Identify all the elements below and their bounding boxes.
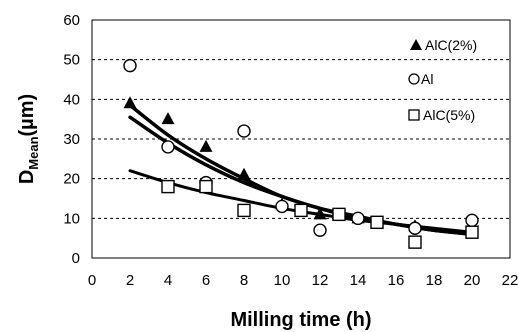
legend-label-al: Al: [421, 71, 433, 87]
data-point-s0-5: [313, 207, 327, 220]
legend: AlC(2%) Al AlC(5%): [408, 37, 477, 123]
x-tick-label-6: 12: [312, 272, 329, 289]
x-tick-label-5: 10: [274, 272, 291, 289]
legend-label-alc2: AlC(2%): [425, 37, 477, 53]
x-tick-label-3: 6: [202, 272, 210, 289]
data-point-s2-0: [161, 179, 175, 194]
data-points: [123, 58, 479, 249]
y-tick-label-1: 10: [63, 210, 80, 227]
data-point-s1-7: [408, 221, 422, 235]
x-tick-label-0: 0: [88, 272, 96, 289]
data-point-s0-0: [123, 96, 137, 109]
data-point-s0-1: [161, 112, 175, 125]
x-tick-label-2: 4: [164, 272, 172, 289]
data-point-s2-2: [237, 203, 251, 218]
x-axis-title: Milling time (h): [230, 309, 371, 331]
data-point-s2-3: [294, 203, 308, 218]
data-point-s2-4: [332, 207, 346, 222]
y-tick-labels: 0 10 20 30 40 50 60: [63, 12, 80, 267]
data-point-s1-5: [313, 223, 327, 237]
data-point-s0-2: [199, 139, 213, 152]
data-point-s1-8: [465, 213, 479, 228]
data-point-s2-1: [199, 179, 213, 194]
x-tick-label-9: 18: [426, 272, 443, 289]
x-tick-label-1: 2: [126, 272, 134, 289]
data-point-s2-6: [408, 235, 422, 249]
y-axis-title-unit: (µm): [16, 94, 38, 137]
data-point-s1-6: [351, 211, 365, 226]
y-tick-label-3: 30: [63, 131, 80, 148]
y-tick-label-0: 0: [72, 250, 80, 267]
y-axis-title-main: D: [16, 170, 38, 184]
x-tick-label-8: 16: [388, 272, 405, 289]
x-tick-label-4: 8: [240, 272, 248, 289]
data-point-s0-3: [237, 167, 251, 180]
data-point-s2-7: [465, 225, 479, 239]
legend-marker-al: [408, 73, 420, 85]
data-point-s1-0: [123, 58, 137, 73]
y-axis-title-sub: Mean: [26, 136, 41, 169]
data-point-s1-4: [275, 199, 289, 214]
y-tick-label-5: 50: [63, 52, 80, 69]
y-tick-label-2: 20: [63, 171, 80, 188]
x-tick-label-7: 14: [350, 272, 367, 289]
y-axis-title: DMean(µm): [16, 94, 41, 184]
x-tick-labels: 0 2 4 6 8 10 12 14 16 18 20 22: [88, 272, 519, 289]
data-point-s2-5: [370, 215, 384, 230]
data-point-s1-3: [237, 124, 251, 138]
grid-lines: [92, 59, 510, 219]
y-tick-label-6: 60: [63, 12, 80, 29]
legend-label-alc5: AlC(5%): [423, 107, 475, 123]
legend-marker-alc2: [410, 39, 422, 50]
data-point-s1-1: [161, 140, 175, 154]
svg-text:DMean(µm): DMean(µm): [16, 94, 41, 184]
x-tick-label-11: 22: [502, 272, 519, 289]
x-tick-label-10: 20: [464, 272, 481, 289]
y-tick-label-4: 40: [63, 91, 80, 108]
legend-marker-alc5: [408, 109, 420, 121]
